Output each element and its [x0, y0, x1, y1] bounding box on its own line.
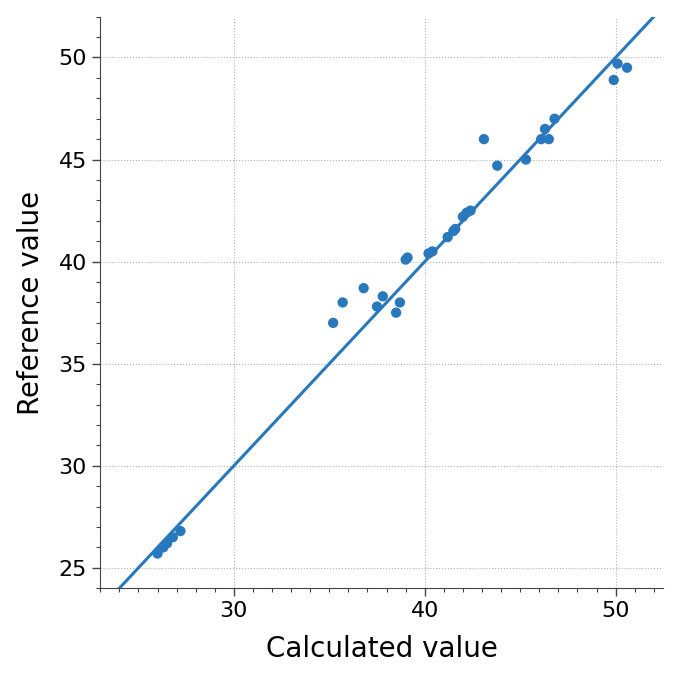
Point [448, 226, 459, 237]
Point [337, 297, 348, 308]
Point [450, 224, 461, 235]
Point [328, 318, 339, 328]
Point [158, 542, 169, 553]
Point [520, 154, 531, 165]
Point [401, 254, 411, 265]
Point [539, 124, 550, 135]
Point [461, 207, 472, 218]
X-axis label: Calculated value: Calculated value [266, 635, 498, 663]
Point [479, 134, 490, 145]
Point [358, 283, 369, 294]
Point [549, 114, 560, 124]
Point [423, 248, 434, 259]
Point [442, 232, 453, 243]
Point [465, 205, 476, 216]
Point [371, 301, 382, 312]
Point [377, 291, 388, 302]
Point [427, 246, 438, 257]
Point [402, 252, 413, 263]
Point [394, 297, 405, 308]
Point [543, 134, 554, 145]
Point [162, 538, 173, 549]
Point [492, 160, 503, 171]
Point [622, 63, 632, 73]
Point [536, 134, 547, 145]
Point [152, 548, 163, 559]
Point [612, 58, 623, 69]
Point [391, 307, 402, 318]
Point [609, 75, 619, 86]
Point [458, 211, 469, 222]
Point [167, 532, 178, 543]
Y-axis label: Reference value: Reference value [17, 190, 45, 415]
Point [175, 526, 186, 537]
